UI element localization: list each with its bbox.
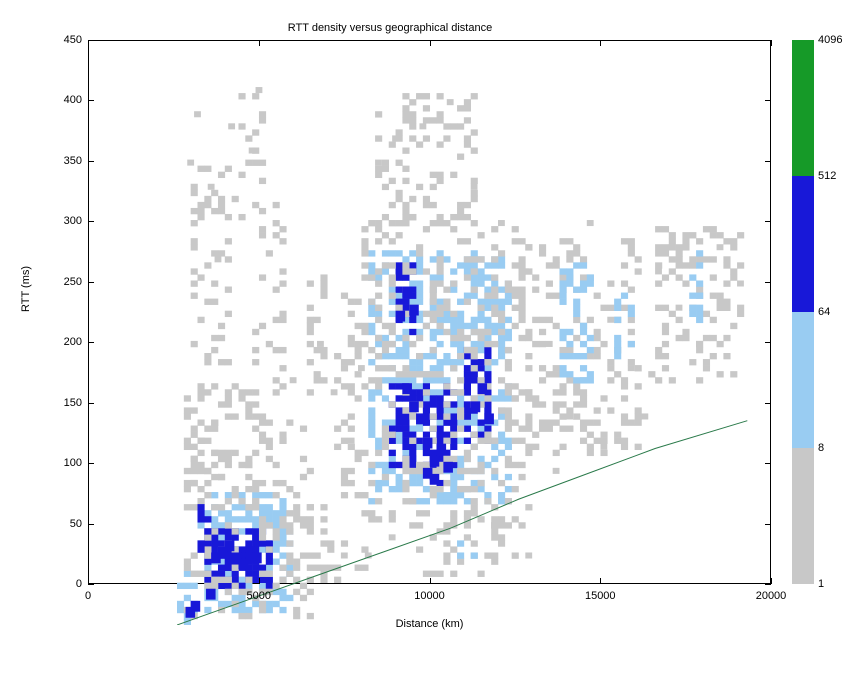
y-tick-label: 300 bbox=[64, 215, 82, 227]
colorbar-tick-label: 512 bbox=[818, 170, 836, 182]
y-tick-label: 100 bbox=[64, 457, 82, 469]
x-tick-label: 10000 bbox=[414, 590, 445, 602]
y-tick-label: 200 bbox=[64, 336, 82, 348]
x-tick-label: 20000 bbox=[756, 590, 787, 602]
plot-svg bbox=[177, 81, 845, 625]
y-tick-label: 0 bbox=[76, 578, 82, 590]
x-tick-label: 15000 bbox=[585, 590, 616, 602]
y-tick-label: 450 bbox=[64, 34, 82, 46]
colorbar-segment bbox=[792, 448, 814, 584]
colorbar-tick-label: 1 bbox=[818, 578, 824, 590]
chart-container: RTT density versus geographical distance… bbox=[0, 0, 845, 673]
colorbar-tick-label: 4096 bbox=[818, 34, 842, 46]
colorbar-segment bbox=[792, 176, 814, 312]
y-tick-label: 350 bbox=[64, 155, 82, 167]
y-tick-label: 250 bbox=[64, 276, 82, 288]
y-tick-label: 150 bbox=[64, 397, 82, 409]
colorbar-segment bbox=[792, 312, 814, 448]
colorbar-tick-label: 64 bbox=[818, 306, 830, 318]
plot-area bbox=[88, 40, 771, 584]
x-axis-label: Distance (km) bbox=[0, 618, 845, 630]
chart-title: RTT density versus geographical distance bbox=[0, 22, 780, 34]
x-tick-label: 5000 bbox=[247, 590, 271, 602]
y-axis-label: RTT (ms) bbox=[20, 266, 32, 312]
x-tick-label: 0 bbox=[85, 590, 91, 602]
colorbar-tick-label: 8 bbox=[818, 442, 824, 454]
y-tick-label: 400 bbox=[64, 94, 82, 106]
colorbar-segment bbox=[792, 40, 814, 176]
colorbar bbox=[792, 40, 814, 584]
y-tick-label: 50 bbox=[70, 518, 82, 530]
